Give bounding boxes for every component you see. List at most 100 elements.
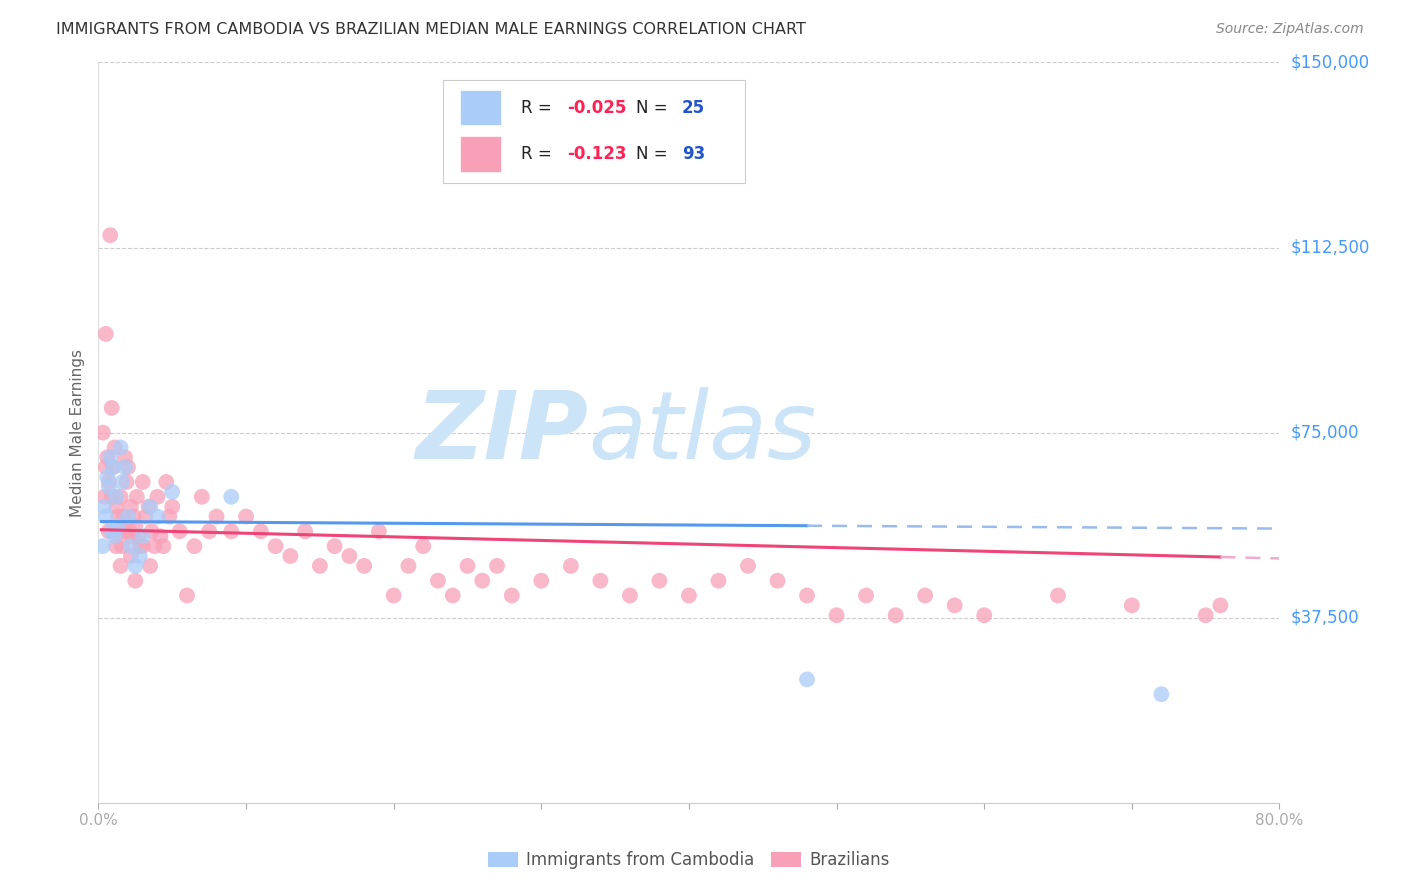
Point [737, 558, 759, 573]
Point [221, 490, 243, 504]
Point [124, 519, 146, 533]
Point [766, 574, 789, 588]
Point [114, 450, 136, 465]
Point [94, 460, 117, 475]
Point [124, 574, 146, 588]
Point [221, 524, 243, 539]
Point [339, 549, 361, 563]
Point [93, 500, 115, 514]
Point [1209, 599, 1232, 613]
Point [501, 589, 523, 603]
Point [96, 470, 118, 484]
Point [560, 558, 582, 573]
Point [309, 558, 332, 573]
Point [973, 608, 995, 623]
Bar [461, 91, 501, 124]
Point [141, 524, 163, 539]
Point [1150, 687, 1173, 701]
Text: $150,000: $150,000 [1291, 54, 1369, 71]
Text: N =: N = [637, 145, 673, 163]
Point [114, 460, 136, 475]
Point [94, 509, 117, 524]
Text: atlas: atlas [589, 387, 817, 478]
Bar [461, 136, 501, 170]
Point [132, 539, 155, 553]
Point [111, 475, 134, 489]
Point [678, 589, 700, 603]
Point [100, 524, 122, 539]
Legend: Immigrants from Cambodia, Brazilians: Immigrants from Cambodia, Brazilians [481, 845, 897, 876]
Point [128, 549, 150, 563]
Point [98, 450, 121, 465]
Point [103, 460, 125, 475]
Point [796, 589, 818, 603]
Point [198, 524, 221, 539]
Point [132, 529, 155, 543]
Point [117, 460, 139, 475]
Point [441, 589, 464, 603]
Point [120, 539, 142, 553]
Point [97, 524, 120, 539]
Point [105, 539, 128, 553]
Point [323, 539, 346, 553]
Text: $37,500: $37,500 [1291, 608, 1360, 627]
Point [112, 509, 135, 524]
Text: $112,500: $112,500 [1291, 238, 1369, 257]
Text: N =: N = [637, 99, 673, 117]
Text: 25: 25 [682, 99, 704, 117]
Point [128, 539, 150, 553]
Point [94, 326, 117, 341]
Point [91, 425, 114, 440]
Point [294, 524, 316, 539]
Point [368, 524, 391, 539]
Y-axis label: Median Male Earnings: Median Male Earnings [69, 349, 84, 516]
Point [105, 490, 128, 504]
Point [97, 480, 120, 494]
Point [1121, 599, 1143, 613]
Point [619, 589, 641, 603]
Point [120, 500, 142, 514]
Point [162, 484, 183, 499]
Point [122, 509, 145, 524]
Point [118, 524, 141, 539]
Point [104, 441, 127, 455]
Point [139, 558, 162, 573]
Text: -0.123: -0.123 [567, 145, 626, 163]
Point [471, 574, 494, 588]
Point [398, 558, 420, 573]
Point [264, 539, 287, 553]
Point [96, 450, 118, 465]
Point [205, 509, 228, 524]
Text: IMMIGRANTS FROM CAMBODIA VS BRAZILIAN MEDIAN MALE EARNINGS CORRELATION CHART: IMMIGRANTS FROM CAMBODIA VS BRAZILIAN ME… [56, 22, 806, 37]
Point [176, 589, 198, 603]
Point [530, 574, 553, 588]
Text: -0.025: -0.025 [567, 99, 626, 117]
Point [91, 539, 114, 553]
Point [250, 524, 273, 539]
Point [152, 539, 174, 553]
Point [110, 441, 132, 455]
Text: ZIP: ZIP [416, 386, 589, 479]
Point [169, 524, 191, 539]
Point [382, 589, 405, 603]
Point [121, 529, 143, 543]
Text: $75,000: $75,000 [1291, 424, 1360, 442]
Point [648, 574, 671, 588]
Text: R =: R = [522, 99, 558, 117]
Point [103, 460, 125, 475]
Point [162, 500, 183, 514]
Point [353, 558, 375, 573]
Point [486, 558, 509, 573]
Point [138, 500, 160, 514]
Point [427, 574, 450, 588]
Text: 93: 93 [682, 145, 704, 163]
Point [104, 529, 127, 543]
Point [412, 539, 434, 553]
Point [139, 500, 162, 514]
Point [146, 490, 169, 504]
Point [157, 509, 180, 524]
Point [120, 549, 142, 563]
Point [1195, 608, 1218, 623]
Point [943, 599, 966, 613]
Point [884, 608, 907, 623]
